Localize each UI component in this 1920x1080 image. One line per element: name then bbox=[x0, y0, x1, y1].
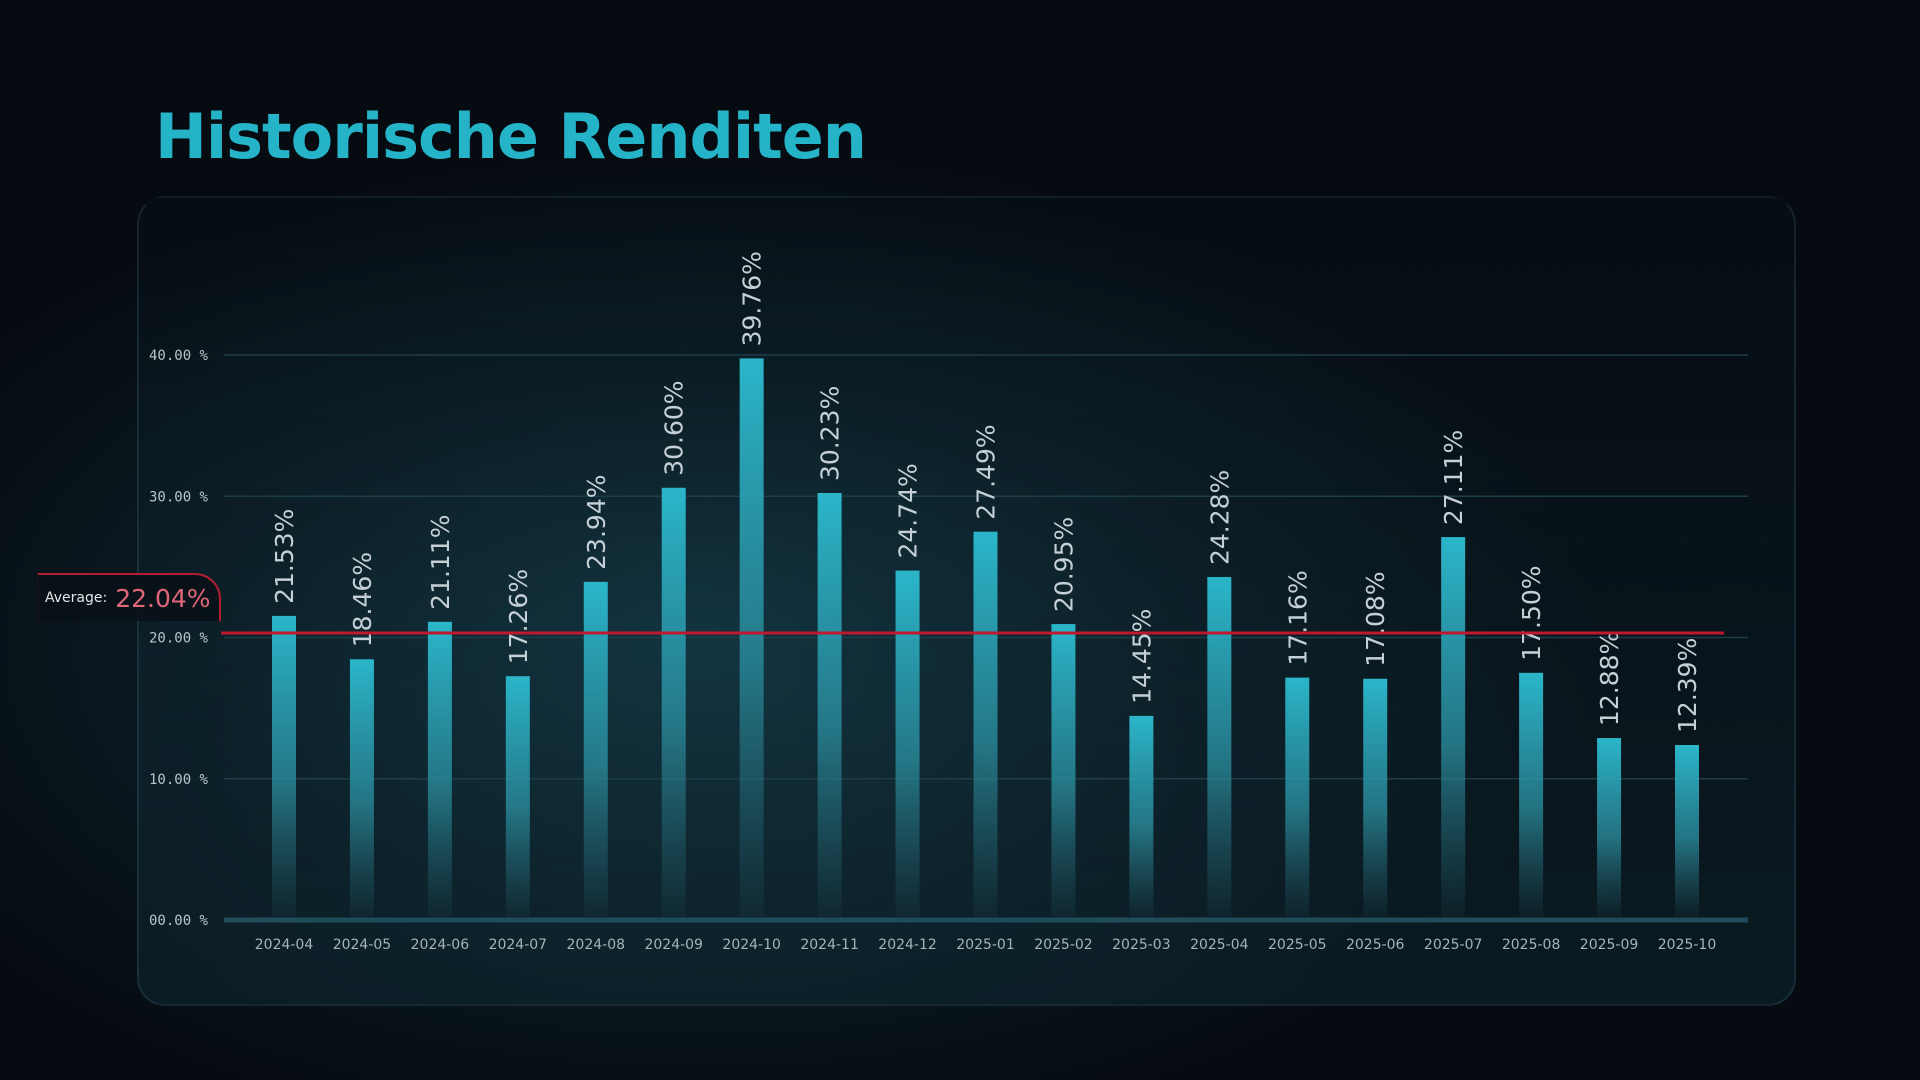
bar bbox=[1207, 577, 1232, 917]
y-tick-label: 00.00 % bbox=[149, 913, 209, 929]
value-label: 30.23% bbox=[816, 386, 845, 481]
bar bbox=[1129, 715, 1154, 917]
bar bbox=[1675, 744, 1699, 917]
x-tick-label: 2025-09 bbox=[1580, 937, 1639, 953]
bar bbox=[505, 676, 530, 917]
value-label: 17.50% bbox=[1517, 565, 1546, 660]
value-label: 30.60% bbox=[660, 380, 689, 475]
x-tick-label: 2025-03 bbox=[1112, 937, 1171, 953]
value-label: 21.53% bbox=[270, 509, 299, 604]
x-tick-label: 2025-05 bbox=[1268, 937, 1327, 953]
x-tick-label: 2025-01 bbox=[956, 937, 1015, 953]
value-label: 20.95% bbox=[1049, 517, 1078, 612]
average-value: 22.04% bbox=[115, 583, 211, 613]
bar bbox=[1441, 537, 1466, 917]
bar bbox=[272, 615, 296, 917]
y-tick-label: 10.00 % bbox=[149, 772, 209, 788]
chart-title: Historische Renditen bbox=[155, 100, 867, 173]
bar bbox=[427, 621, 452, 917]
bar bbox=[1285, 677, 1310, 917]
bar bbox=[1363, 678, 1388, 917]
bar bbox=[349, 659, 374, 917]
value-label: 12.88% bbox=[1595, 631, 1624, 726]
value-label: 17.08% bbox=[1361, 571, 1390, 666]
x-tick-label: 2025-08 bbox=[1502, 937, 1561, 953]
bar bbox=[973, 531, 998, 917]
bar bbox=[1051, 624, 1076, 917]
bar bbox=[1597, 738, 1622, 917]
value-label: 12.39% bbox=[1673, 638, 1702, 733]
average-label: Average: bbox=[45, 590, 108, 606]
x-tick-label: 2024-07 bbox=[489, 937, 548, 953]
x-tick-label: 2025-10 bbox=[1658, 937, 1717, 953]
x-tick-label: 2024-04 bbox=[255, 937, 314, 953]
value-label: 27.11% bbox=[1439, 430, 1468, 525]
y-tick-label: 40.00 % bbox=[149, 348, 209, 364]
bar bbox=[739, 358, 764, 917]
value-label: 24.28% bbox=[1205, 470, 1234, 565]
x-tick-label: 2025-02 bbox=[1034, 937, 1093, 953]
x-tick-label: 2025-07 bbox=[1424, 937, 1483, 953]
x-tick-label: 2024-06 bbox=[411, 937, 470, 953]
bar bbox=[895, 570, 920, 917]
x-tick-label: 2024-10 bbox=[722, 937, 781, 953]
x-tick-label: 2024-12 bbox=[878, 937, 937, 953]
y-tick-label: 30.00 % bbox=[149, 489, 209, 505]
value-label: 17.26% bbox=[504, 569, 533, 664]
x-tick-label: 2024-05 bbox=[333, 937, 392, 953]
value-label: 24.74% bbox=[894, 463, 923, 558]
x-tick-label: 2025-04 bbox=[1190, 937, 1249, 953]
value-label: 14.45% bbox=[1127, 609, 1156, 704]
value-label: 17.16% bbox=[1283, 570, 1312, 665]
value-label: 18.46% bbox=[348, 552, 377, 647]
x-tick-label: 2024-11 bbox=[800, 937, 859, 953]
bar bbox=[661, 487, 686, 917]
value-label: 23.94% bbox=[582, 475, 611, 570]
bar bbox=[583, 581, 608, 917]
y-tick-label: 20.00 % bbox=[149, 631, 209, 647]
value-label: 21.11% bbox=[426, 514, 455, 609]
bar bbox=[817, 493, 842, 917]
average-badge: Average: 22.04% bbox=[37, 573, 221, 621]
x-tick-label: 2024-08 bbox=[567, 937, 626, 953]
x-tick-label: 2025-06 bbox=[1346, 937, 1405, 953]
value-label: 39.76% bbox=[738, 251, 767, 346]
value-label: 27.49% bbox=[972, 424, 1001, 519]
x-tick-label: 2024-09 bbox=[644, 937, 703, 953]
bar bbox=[1519, 672, 1544, 917]
